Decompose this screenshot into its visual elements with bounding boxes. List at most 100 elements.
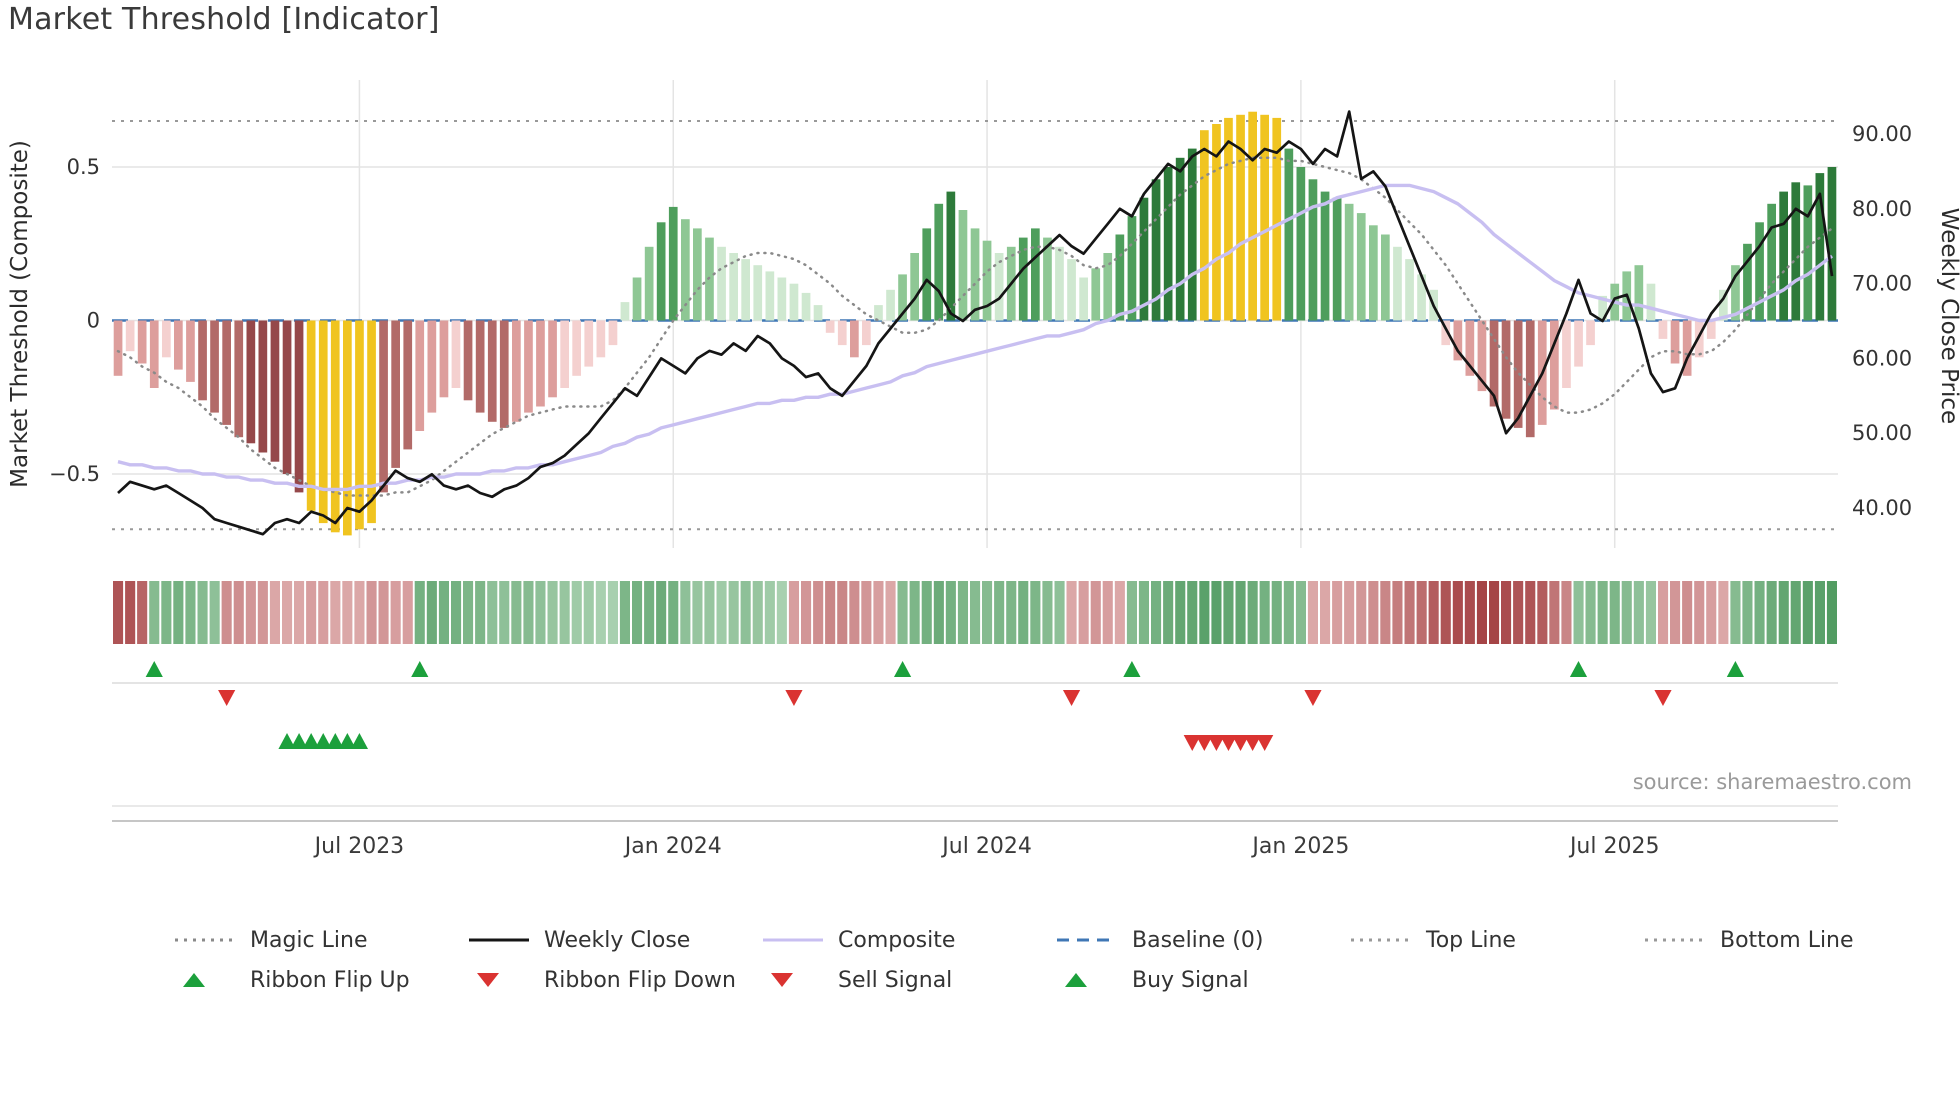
legend-line-swatch <box>172 930 238 950</box>
histogram-bar <box>1115 234 1125 321</box>
histogram-bar <box>1453 320 1463 361</box>
histogram-bar <box>1682 320 1692 376</box>
triangle-down-icon <box>466 970 532 990</box>
ribbon-cell <box>607 581 618 644</box>
x-tick-label: Jul 2023 <box>313 834 405 859</box>
composite-line <box>117 183 1834 492</box>
ribbon-cell <box>1826 581 1837 644</box>
ribbon-cell <box>1199 581 1210 644</box>
histogram-bar <box>753 265 763 321</box>
histogram-bar <box>789 283 799 321</box>
histogram-bar <box>1779 191 1788 321</box>
legend-line-swatch <box>760 930 826 950</box>
histogram-bar <box>801 292 811 321</box>
histogram-bar <box>1320 191 1330 321</box>
histogram-bar <box>1308 179 1318 321</box>
ribbon-cell <box>692 581 703 644</box>
histogram-bar <box>137 320 147 364</box>
histogram-bar <box>1381 234 1390 321</box>
histogram-bar <box>681 219 690 321</box>
ribbon-cell <box>1658 581 1669 644</box>
histogram-bar <box>1803 185 1813 321</box>
ribbon-cell <box>1790 581 1801 644</box>
ribbon-cell <box>933 581 944 644</box>
histogram-bar <box>1719 289 1728 321</box>
histogram-bar <box>560 320 569 388</box>
histogram-bar <box>1743 243 1752 321</box>
histogram-bar <box>1405 259 1414 321</box>
histogram-bar <box>1067 259 1076 321</box>
histogram-bar <box>1284 148 1294 321</box>
ribbon-cell <box>728 581 739 644</box>
magic-line <box>116 156 1834 497</box>
ribbon-cell <box>451 581 462 644</box>
histogram-bar <box>934 203 944 321</box>
histogram-bar <box>850 320 859 358</box>
histogram-bar <box>451 320 461 388</box>
ribbon-cell <box>1332 581 1343 644</box>
ribbon-cell <box>994 581 1005 644</box>
ribbon-cell <box>1283 581 1294 644</box>
ribbon-cell <box>873 581 884 644</box>
ribbon-cell <box>390 581 401 644</box>
right-tick-label: 40.00 <box>1852 496 1912 520</box>
ribbon-cell <box>1440 581 1451 644</box>
ribbon-cell <box>414 581 425 644</box>
legend-item-ribbon-flip-down: Ribbon Flip Down <box>466 968 760 993</box>
ribbon-cell <box>161 581 172 644</box>
ribbon-cell <box>885 581 896 644</box>
histogram-bar <box>813 305 823 321</box>
histogram-bar <box>886 289 895 321</box>
histogram-bar <box>439 320 449 398</box>
ribbon-cell <box>1138 581 1149 644</box>
histogram-bar <box>270 320 280 462</box>
ribbon-cell <box>402 581 413 644</box>
ribbon-cell <box>221 581 232 644</box>
ribbon-cell <box>1006 581 1017 644</box>
left-tick-label: 0 <box>87 309 100 333</box>
histogram-bar <box>282 320 292 474</box>
histogram-bar <box>512 320 521 422</box>
ribbon-cell <box>1404 581 1415 644</box>
ribbon-cell <box>716 581 727 644</box>
histogram-bar <box>1393 246 1402 321</box>
ribbon-cell <box>185 581 196 644</box>
ribbon-cell <box>1392 581 1403 644</box>
ribbon-cell <box>595 581 606 644</box>
buy-signal-marker <box>326 733 344 749</box>
ribbon-cell <box>1187 581 1198 644</box>
ribbon-cell <box>1633 581 1644 644</box>
left-tick-label: 0.5 <box>67 155 100 179</box>
histogram-bar <box>174 320 183 370</box>
histogram-bar <box>427 320 437 413</box>
ribbon-cell <box>1597 581 1608 644</box>
histogram-bar <box>958 210 968 321</box>
ribbon-flip-up-marker <box>893 661 912 677</box>
ribbon-cell <box>342 581 353 644</box>
ribbon-flip-down-marker <box>1062 690 1081 706</box>
histogram-bar <box>1658 320 1668 339</box>
ribbon-flip-down-marker <box>218 690 236 706</box>
ribbon-cell <box>1609 581 1620 644</box>
ribbon-cell <box>1489 581 1500 644</box>
ribbon-cell <box>1235 581 1246 644</box>
legend-line-swatch <box>1348 930 1414 950</box>
ribbon-cell <box>354 581 365 644</box>
ribbon-cell <box>1090 581 1101 644</box>
histogram-bar <box>644 246 654 321</box>
ribbon-cell <box>209 581 220 644</box>
ribbon-cell <box>1356 581 1367 644</box>
ribbon-cell <box>463 581 474 644</box>
ribbon-cell <box>1549 581 1560 644</box>
histogram-bar <box>330 320 340 533</box>
ribbon-cell <box>801 581 812 644</box>
legend-line-swatch <box>1642 930 1708 950</box>
histogram-bar <box>1187 148 1197 321</box>
histogram-bar <box>1272 117 1282 321</box>
histogram-bar <box>391 320 400 468</box>
ribbon-cell <box>113 581 124 644</box>
histogram-bar <box>1332 197 1342 321</box>
ribbon-cell <box>1163 581 1174 644</box>
histogram-bar <box>1598 295 1607 321</box>
legend-item-top-line: Top Line <box>1348 928 1642 953</box>
